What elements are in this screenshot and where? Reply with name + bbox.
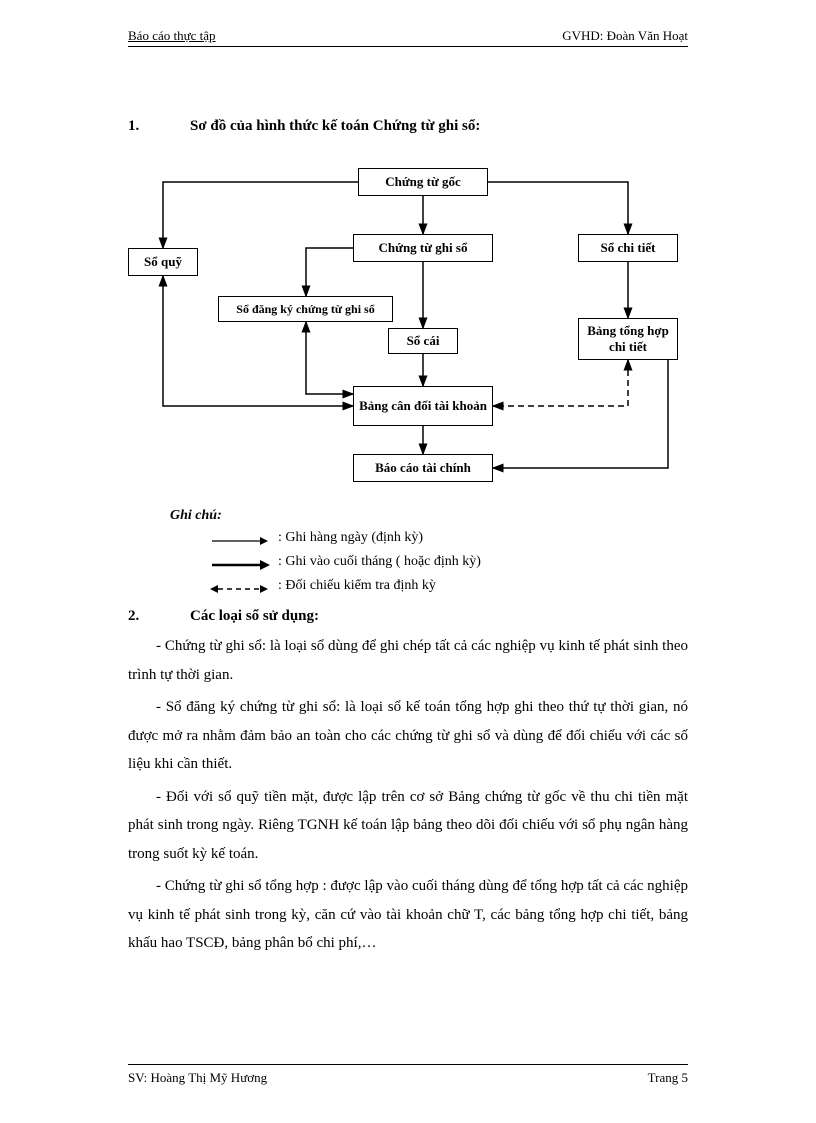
legend-text-1: : Ghi hàng ngày (định kỳ): [278, 530, 423, 546]
body-paragraphs: - Chứng từ ghi sổ: là loại sổ dùng để gh…: [128, 632, 688, 962]
page-footer: SV: Hoàng Thị Mỹ Hương Trang 5: [128, 1070, 688, 1086]
node-chung-tu-ghi-so: Chứng từ ghi sổ: [353, 234, 493, 262]
node-bao-cao: Báo cáo tài chính: [353, 454, 493, 482]
header-rule: [128, 46, 688, 47]
legend-arrow-thick-icon: [210, 558, 270, 572]
section2-title: Các loại sổ sử dụng:: [190, 608, 319, 625]
page-header: Báo cáo thực tập GVHD: Đoàn Văn Hoạt: [128, 28, 688, 44]
node-so-quy: Sổ quỹ: [128, 248, 198, 276]
node-so-chi-tiet: Sổ chi tiết: [578, 234, 678, 262]
legend-text-3: : Đối chiếu kiểm tra định kỳ: [278, 578, 436, 594]
legend-text-2: : Ghi vào cuối tháng ( hoặc định kỳ): [278, 554, 481, 570]
footer-right: Trang 5: [648, 1070, 688, 1086]
node-bang-can-doi: Bảng cân đối tài khoản: [353, 386, 493, 426]
page: Báo cáo thực tập GVHD: Đoàn Văn Hoạt 1. …: [0, 0, 816, 1123]
flowchart: Chứng từ gốc Chứng từ ghi sổ Sổ quỹ Sổ c…: [128, 168, 688, 498]
header-left: Báo cáo thực tập: [128, 28, 216, 43]
node-so-cai: Sổ cái: [388, 328, 458, 354]
section1-title: Sơ đồ của hình thức kế toán Chứng từ ghi…: [190, 118, 480, 135]
paragraph-2: - Sổ đăng ký chứng từ ghi sổ: là loại sổ…: [128, 693, 688, 779]
section1-num: 1.: [128, 118, 139, 135]
node-chung-tu-goc: Chứng từ gốc: [358, 168, 488, 196]
node-so-dang-ky: Sổ đăng ký chứng từ ghi sổ: [218, 296, 393, 322]
node-bang-tong-hop: Bảng tổng hợp chi tiết: [578, 318, 678, 360]
section2-num: 2.: [128, 608, 139, 625]
ghichu-label: Ghi chú:: [170, 508, 222, 524]
legend-arrow-thin-icon: [210, 534, 270, 548]
legend-arrow-dashed-icon: [210, 582, 270, 596]
paragraph-3: - Đối với sổ quỹ tiền mặt, được lập trên…: [128, 783, 688, 869]
footer-rule: [128, 1064, 688, 1065]
footer-left: SV: Hoàng Thị Mỹ Hương: [128, 1070, 267, 1085]
paragraph-4: - Chứng từ ghi sổ tổng hợp : được lập và…: [128, 872, 688, 958]
paragraph-1: - Chứng từ ghi sổ: là loại sổ dùng để gh…: [128, 632, 688, 689]
header-right: GVHD: Đoàn Văn Hoạt: [562, 28, 688, 44]
